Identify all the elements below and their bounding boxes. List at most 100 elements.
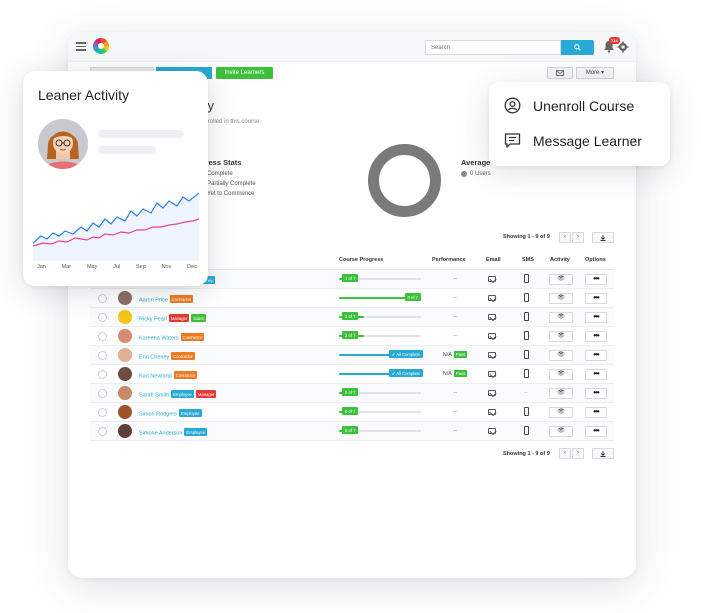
group-tag: Contractor — [171, 352, 195, 360]
learner-name-cell: Karl Newland Contractor — [139, 371, 198, 380]
row-options-button[interactable]: ••• — [585, 312, 607, 323]
view-activity-button[interactable]: 👁 — [549, 407, 573, 418]
settings-gear-icon[interactable] — [617, 41, 629, 53]
learner-name-link[interactable]: Erin Cheney — [139, 354, 170, 361]
learner-name-cell: Kareena Waters Contractor — [139, 333, 205, 342]
progress-label: 1 of 7 — [342, 274, 359, 282]
row-select-radio[interactable] — [98, 370, 107, 379]
email-icon[interactable] — [488, 295, 496, 301]
group-tag: Contractor — [169, 295, 194, 303]
row-options-button[interactable]: ••• — [585, 274, 607, 285]
learner-name-link[interactable]: Simone Anderson — [139, 430, 183, 437]
view-activity-button[interactable]: 👁 — [549, 312, 573, 323]
prev-page-button[interactable]: ‹ — [559, 448, 571, 459]
learner-name-link[interactable]: Aaron Price — [139, 297, 168, 304]
column-header: SMS — [522, 257, 534, 263]
row-options-button[interactable]: ••• — [585, 331, 607, 342]
view-activity-button[interactable]: 👁 — [549, 369, 573, 380]
view-activity-button[interactable]: 👁 — [549, 331, 573, 342]
pager-label-top: Showing 1 - 9 of 9 — [503, 234, 550, 240]
avatar — [118, 405, 132, 419]
view-activity-button[interactable]: 👁 — [549, 274, 573, 285]
email-icon[interactable] — [488, 371, 496, 377]
email-icon[interactable] — [488, 428, 496, 434]
month-axis: Jan Mar May Jul Sep Nov Dec — [37, 264, 197, 270]
course-progress-bar: ✔ All Complete — [339, 350, 423, 358]
table-row[interactable]: Karl Newland Contractor ✔ All Complete N/A P… — [90, 365, 614, 384]
avatar — [118, 348, 132, 362]
view-activity-button[interactable]: 👁 — [549, 350, 573, 361]
performance-value: -- — [453, 409, 457, 415]
table-row[interactable]: Sarah Smith Employee Manager 0 of 7 -- -- 👁 ••• — [90, 384, 614, 403]
phone-icon[interactable] — [524, 331, 529, 340]
hamburger-menu-icon[interactable] — [76, 42, 86, 51]
learner-name-link[interactable]: Ricky Pearl — [139, 316, 167, 323]
row-options-button[interactable]: ••• — [585, 293, 607, 304]
row-select-radio[interactable] — [98, 408, 107, 417]
phone-icon[interactable] — [524, 426, 529, 435]
stat-yet-to-commence: Yet to Commence — [207, 191, 255, 197]
email-icon[interactable] — [488, 314, 496, 320]
row-select-radio[interactable] — [98, 351, 107, 360]
learner-name-link[interactable]: Simon Rodgers — [139, 411, 177, 418]
email-all-button[interactable] — [547, 67, 573, 79]
table-row[interactable]: Kareena Waters Contractor 2 of 7 -- 👁 ••• — [90, 327, 614, 346]
table-row[interactable]: Simon Rodgers Employee 0 of 7 -- 👁 ••• — [90, 403, 614, 422]
prev-page-button[interactable]: ‹ — [559, 232, 571, 243]
course-progress-bar: 1 of 7 — [339, 274, 421, 282]
email-icon[interactable] — [488, 276, 496, 282]
search-button[interactable] — [561, 40, 594, 55]
row-select-radio[interactable] — [98, 294, 107, 303]
performance-cell: N/A Pass — [435, 351, 475, 358]
phone-icon[interactable] — [524, 369, 529, 378]
group-tag: Employee — [178, 409, 202, 417]
view-activity-button[interactable]: 👁 — [549, 388, 573, 399]
row-options-button[interactable]: ••• — [585, 426, 607, 437]
row-options-button[interactable]: ••• — [585, 369, 607, 380]
download-button[interactable] — [592, 448, 614, 459]
learner-name-link[interactable]: Sarah Smith — [139, 392, 170, 399]
next-page-button[interactable]: › — [572, 448, 584, 459]
learner-name-link[interactable]: Kareena Waters — [139, 335, 179, 342]
course-progress-bar: 0 of 7 — [339, 293, 421, 301]
table-row[interactable]: Aaron Price Contractor 0 of 7 -- 👁 ••• — [90, 289, 614, 308]
search-input[interactable] — [425, 40, 561, 55]
row-select-radio[interactable] — [98, 427, 107, 436]
phone-icon[interactable] — [524, 274, 529, 283]
column-header[interactable]: Course Progress — [339, 257, 384, 263]
row-options-button[interactable]: ••• — [585, 350, 607, 361]
row-options-button[interactable]: ••• — [585, 407, 607, 418]
performance-cell: -- — [435, 390, 475, 396]
phone-icon[interactable] — [524, 407, 529, 416]
table-row[interactable]: Simone Anderson Employee 0 of 7 -- 👁 ••• — [90, 422, 614, 441]
view-activity-button[interactable]: 👁 — [549, 293, 573, 304]
top-bar: 714 — [68, 32, 636, 62]
column-header[interactable]: Performance — [432, 257, 466, 263]
invite-learners-button[interactable]: Invite Learners — [216, 67, 273, 79]
view-activity-button[interactable]: 👁 — [549, 426, 573, 437]
learner-name-link[interactable]: Karl Newland — [139, 373, 172, 380]
progress-label: ✔ All Complete — [388, 350, 423, 358]
row-select-radio[interactable] — [98, 389, 107, 398]
app-logo[interactable] — [93, 38, 109, 54]
phone-icon[interactable] — [524, 312, 529, 321]
message-learner-menu-item[interactable]: Message Learner — [504, 132, 642, 149]
table-row[interactable]: Erin Cheney Contractor ✔ All Complete N/A Pa… — [90, 346, 614, 365]
email-icon[interactable] — [488, 333, 496, 339]
phone-icon[interactable] — [524, 293, 529, 302]
email-icon[interactable] — [488, 352, 496, 358]
unenroll-course-menu-item[interactable]: Unenroll Course — [504, 97, 634, 114]
table-row[interactable]: Ricky Pearl Manager Sales 2 of 7 -- 👁 ••• — [90, 308, 614, 327]
group-tag: Sales — [191, 314, 206, 322]
next-page-button[interactable]: › — [572, 232, 584, 243]
progress-stats-title: gress Stats — [201, 158, 242, 167]
email-icon[interactable] — [488, 409, 496, 415]
email-icon[interactable] — [488, 390, 496, 396]
phone-icon[interactable] — [524, 350, 529, 359]
row-select-radio[interactable] — [98, 313, 107, 322]
row-select-radio[interactable] — [98, 332, 107, 341]
row-options-button[interactable]: ••• — [585, 388, 607, 399]
download-button[interactable] — [592, 232, 614, 243]
more-dropdown-button[interactable]: More ▾ — [576, 67, 614, 79]
blue-series-area — [33, 193, 199, 261]
